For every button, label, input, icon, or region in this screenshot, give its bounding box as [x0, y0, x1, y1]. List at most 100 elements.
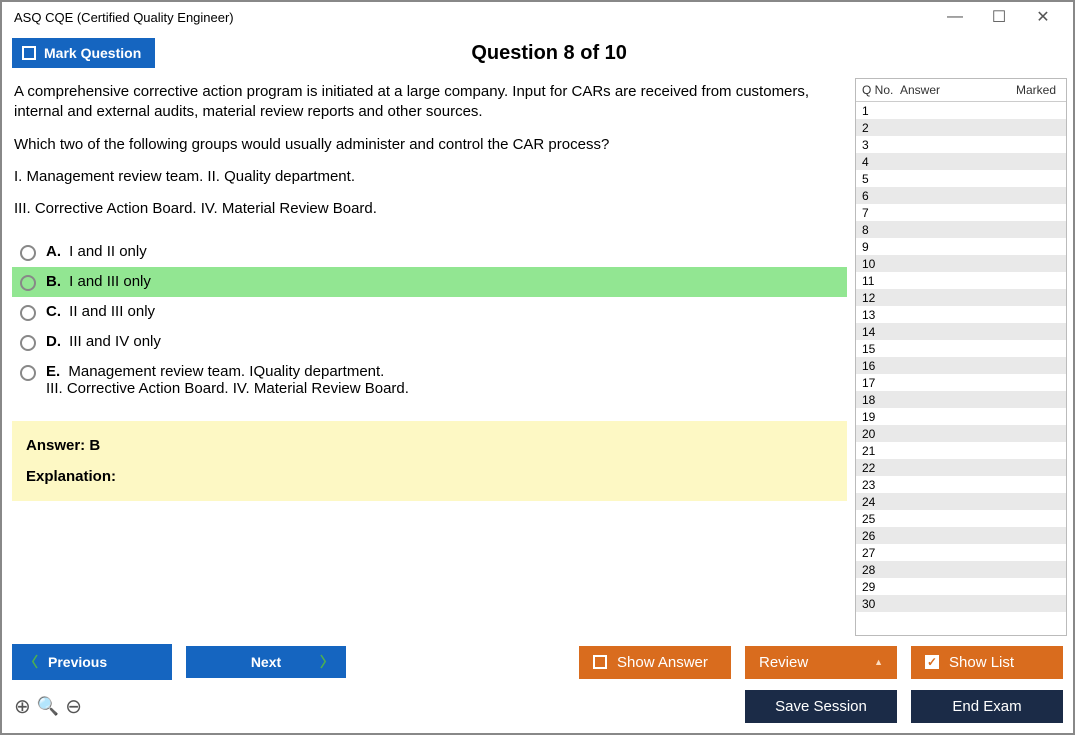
sidebar-row[interactable]: 8: [856, 221, 1066, 238]
zoom-in-icon[interactable]: 🔍: [37, 696, 59, 717]
sidebar-row[interactable]: 28: [856, 561, 1066, 578]
sidebar-row[interactable]: 18: [856, 391, 1066, 408]
option-c[interactable]: C. II and III only: [12, 297, 847, 327]
sidebar-row[interactable]: 16: [856, 357, 1066, 374]
next-button[interactable]: Next 〉: [186, 646, 346, 678]
sidebar-row[interactable]: 17: [856, 374, 1066, 391]
radio-icon[interactable]: [20, 305, 36, 321]
previous-button[interactable]: 〈 Previous: [12, 644, 172, 680]
sidebar-row[interactable]: 4: [856, 153, 1066, 170]
maximize-icon[interactable]: ☐: [977, 3, 1021, 31]
sidebar-qno: 3: [862, 138, 900, 152]
sidebar-qno: 22: [862, 461, 900, 475]
sidebar-row[interactable]: 22: [856, 459, 1066, 476]
option-text: D. III and IV only: [46, 333, 161, 350]
sidebar-row[interactable]: 3: [856, 136, 1066, 153]
sidebar-row[interactable]: 15: [856, 340, 1066, 357]
sidebar-qno: 26: [862, 529, 900, 543]
radio-icon[interactable]: [20, 335, 36, 351]
zoom-out-icon[interactable]: ⊖: [65, 694, 82, 719]
sidebar-row[interactable]: 23: [856, 476, 1066, 493]
option-d[interactable]: D. III and IV only: [12, 327, 847, 357]
sidebar-row[interactable]: 19: [856, 408, 1066, 425]
sidebar-qno: 5: [862, 172, 900, 186]
sidebar-row[interactable]: 13: [856, 306, 1066, 323]
option-b[interactable]: B. I and III only: [12, 267, 847, 297]
sidebar-body[interactable]: 1234567891011121314151617181920212223242…: [856, 102, 1066, 635]
checkbox-icon: [22, 46, 36, 60]
radio-icon[interactable]: [20, 365, 36, 381]
question-list-sidebar: Q No. Answer Marked 12345678910111213141…: [855, 78, 1067, 636]
sidebar-qno: 12: [862, 291, 900, 305]
option-text: B. I and III only: [46, 273, 151, 290]
sidebar-qno: 13: [862, 308, 900, 322]
option-letter: B.: [46, 273, 61, 290]
save-session-button[interactable]: Save Session: [745, 690, 897, 723]
sidebar-header: Q No. Answer Marked: [856, 79, 1066, 102]
show-answer-label: Show Answer: [617, 654, 708, 671]
option-letter: C.: [46, 303, 61, 320]
option-a[interactable]: A. I and II only: [12, 237, 847, 267]
mark-question-button[interactable]: Mark Question: [12, 38, 155, 68]
minimize-icon[interactable]: —: [933, 3, 977, 31]
answer-panel: Answer: B Explanation:: [12, 421, 847, 501]
sidebar-row[interactable]: 25: [856, 510, 1066, 527]
sidebar-row[interactable]: 1: [856, 102, 1066, 119]
end-exam-button[interactable]: End Exam: [911, 690, 1063, 723]
main-panel: A comprehensive corrective action progra…: [12, 78, 851, 636]
radio-icon[interactable]: [20, 245, 36, 261]
sidebar-row[interactable]: 5: [856, 170, 1066, 187]
sidebar-qno: 1: [862, 104, 900, 118]
sidebar-row[interactable]: 9: [856, 238, 1066, 255]
sidebar-row[interactable]: 27: [856, 544, 1066, 561]
header: Mark Question Question 8 of 10: [2, 32, 1073, 78]
review-button[interactable]: Review ▲: [745, 646, 897, 679]
previous-label: Previous: [48, 654, 107, 670]
sidebar-qno: 10: [862, 257, 900, 271]
col-answer: Answer: [900, 83, 1005, 97]
col-marked: Marked: [1005, 83, 1060, 97]
content-area: A comprehensive corrective action progra…: [2, 78, 1073, 636]
zoom-controls: ⊕ 🔍 ⊖: [12, 694, 82, 719]
sidebar-row[interactable]: 12: [856, 289, 1066, 306]
checkbox-icon: [593, 655, 607, 669]
button-row-1: 〈 Previous Next 〉 Show Answer Review ▲ S…: [12, 644, 1063, 680]
close-icon[interactable]: ✕: [1021, 3, 1065, 31]
sidebar-qno: 19: [862, 410, 900, 424]
sidebar-row[interactable]: 30: [856, 595, 1066, 612]
sidebar-row[interactable]: 2: [856, 119, 1066, 136]
sidebar-row[interactable]: 29: [856, 578, 1066, 595]
option-letter: A.: [46, 243, 61, 260]
sidebar-row[interactable]: 26: [856, 527, 1066, 544]
sidebar-qno: 8: [862, 223, 900, 237]
sidebar-row[interactable]: 10: [856, 255, 1066, 272]
show-list-label: Show List: [949, 654, 1014, 671]
show-answer-button[interactable]: Show Answer: [579, 646, 731, 679]
sidebar-row[interactable]: 20: [856, 425, 1066, 442]
sidebar-qno: 2: [862, 121, 900, 135]
next-label: Next: [251, 654, 281, 670]
sidebar-row[interactable]: 7: [856, 204, 1066, 221]
footer: 〈 Previous Next 〉 Show Answer Review ▲ S…: [2, 636, 1073, 733]
sidebar-row[interactable]: 6: [856, 187, 1066, 204]
radio-icon[interactable]: [20, 275, 36, 291]
checkbox-checked-icon: [925, 655, 939, 669]
sidebar-qno: 29: [862, 580, 900, 594]
show-list-button[interactable]: Show List: [911, 646, 1063, 679]
question-counter: Question 8 of 10: [155, 42, 1063, 65]
sidebar-qno: 28: [862, 563, 900, 577]
sidebar-qno: 4: [862, 155, 900, 169]
sidebar-row[interactable]: 11: [856, 272, 1066, 289]
sidebar-qno: 11: [862, 274, 900, 288]
chevron-left-icon: 〈: [24, 652, 38, 672]
window-title: ASQ CQE (Certified Quality Engineer): [10, 10, 933, 25]
sidebar-row[interactable]: 14: [856, 323, 1066, 340]
option-text: E. Management review team. IQuality depa…: [46, 363, 409, 397]
zoom-reset-icon[interactable]: ⊕: [14, 694, 31, 719]
sidebar-row[interactable]: 24: [856, 493, 1066, 510]
question-text: A comprehensive corrective action progra…: [12, 78, 847, 231]
question-paragraph: III. Corrective Action Board. IV. Materi…: [14, 199, 841, 219]
option-e[interactable]: E. Management review team. IQuality depa…: [12, 357, 847, 403]
app-window: ASQ CQE (Certified Quality Engineer) — ☐…: [0, 0, 1075, 735]
sidebar-row[interactable]: 21: [856, 442, 1066, 459]
